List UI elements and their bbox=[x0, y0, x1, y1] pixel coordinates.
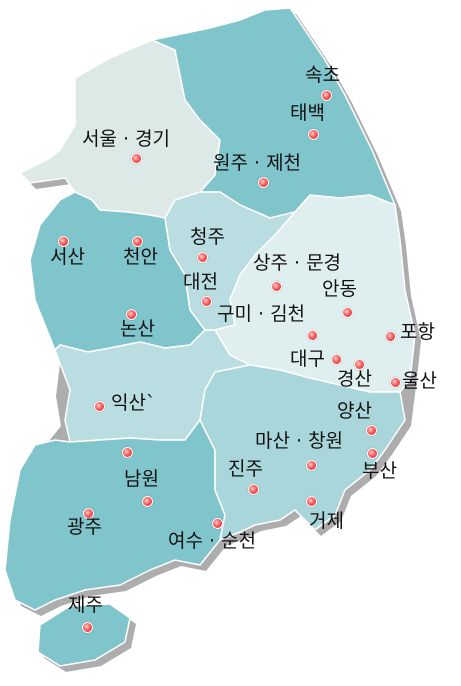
label-iksan: 익산` bbox=[111, 392, 156, 414]
label-gyeongsan: 경산 bbox=[337, 368, 372, 390]
marker-gyeongsan[interactable] bbox=[354, 359, 365, 370]
marker-jinju[interactable] bbox=[248, 484, 259, 495]
label-masan: 마산 · 창원 bbox=[255, 430, 344, 452]
label-seoul: 서울 · 경기 bbox=[82, 128, 171, 150]
label-geoje: 거제 bbox=[309, 510, 344, 532]
marker-daejeon[interactable] bbox=[201, 296, 212, 307]
region-gyeongnam bbox=[199, 364, 406, 542]
marker-andong[interactable] bbox=[342, 307, 353, 318]
label-andong: 안동 bbox=[322, 278, 357, 300]
label-daejeon: 대전 bbox=[183, 271, 218, 293]
marker-yeosu[interactable] bbox=[212, 518, 223, 529]
label-pohang: 포항 bbox=[400, 321, 435, 343]
marker-yangsan[interactable] bbox=[366, 425, 377, 436]
marker-wonju[interactable] bbox=[258, 177, 269, 188]
label-jeju: 제주 bbox=[68, 594, 103, 616]
marker-gwangju[interactable] bbox=[83, 508, 94, 519]
label-cheonan: 천안 bbox=[123, 246, 158, 268]
label-yeosu: 여수 · 순천 bbox=[168, 530, 257, 552]
label-taebaek: 태백 bbox=[290, 102, 325, 124]
marker-cheongju[interactable] bbox=[197, 252, 208, 263]
marker-namwon-north[interactable] bbox=[122, 447, 133, 458]
marker-pohang[interactable] bbox=[385, 331, 396, 342]
marker-ulsan[interactable] bbox=[390, 377, 401, 388]
label-sokcho: 속초 bbox=[305, 64, 340, 86]
marker-daegu[interactable] bbox=[331, 354, 342, 365]
marker-jeju[interactable] bbox=[82, 622, 93, 633]
marker-geoje[interactable] bbox=[306, 496, 317, 507]
marker-iksan[interactable] bbox=[94, 401, 105, 412]
marker-sangju[interactable] bbox=[271, 281, 282, 292]
label-sangju: 상주 · 문경 bbox=[253, 252, 342, 274]
label-nonsan: 논산 bbox=[120, 318, 155, 340]
marker-gumi[interactable] bbox=[307, 330, 318, 341]
label-wonju: 원주 · 제천 bbox=[213, 152, 302, 174]
label-yangsan: 양산 bbox=[337, 400, 372, 422]
label-busan: 부산 bbox=[362, 460, 397, 482]
label-ulsan: 울산 bbox=[402, 370, 437, 392]
marker-sokcho[interactable] bbox=[321, 90, 332, 101]
marker-nonsan[interactable] bbox=[126, 309, 137, 320]
marker-namwon[interactable] bbox=[142, 496, 153, 507]
label-seosan: 서산 bbox=[50, 246, 85, 268]
marker-masan[interactable] bbox=[306, 460, 317, 471]
region-jeonnam bbox=[4, 418, 226, 611]
label-namwon: 남원 bbox=[124, 468, 159, 490]
label-cheongju: 청주 bbox=[190, 226, 225, 248]
marker-seoul[interactable] bbox=[131, 153, 142, 164]
marker-cheonan[interactable] bbox=[132, 236, 143, 247]
region-jeju bbox=[37, 603, 131, 667]
label-jinju: 진주 bbox=[228, 458, 263, 480]
marker-taebaek[interactable] bbox=[308, 129, 319, 140]
label-daegu: 대구 bbox=[290, 348, 325, 370]
marker-seosan[interactable] bbox=[58, 236, 69, 247]
label-gumi: 구미 · 김천 bbox=[217, 303, 306, 325]
label-gwangju: 광주 bbox=[67, 516, 102, 538]
marker-busan[interactable] bbox=[367, 448, 378, 459]
